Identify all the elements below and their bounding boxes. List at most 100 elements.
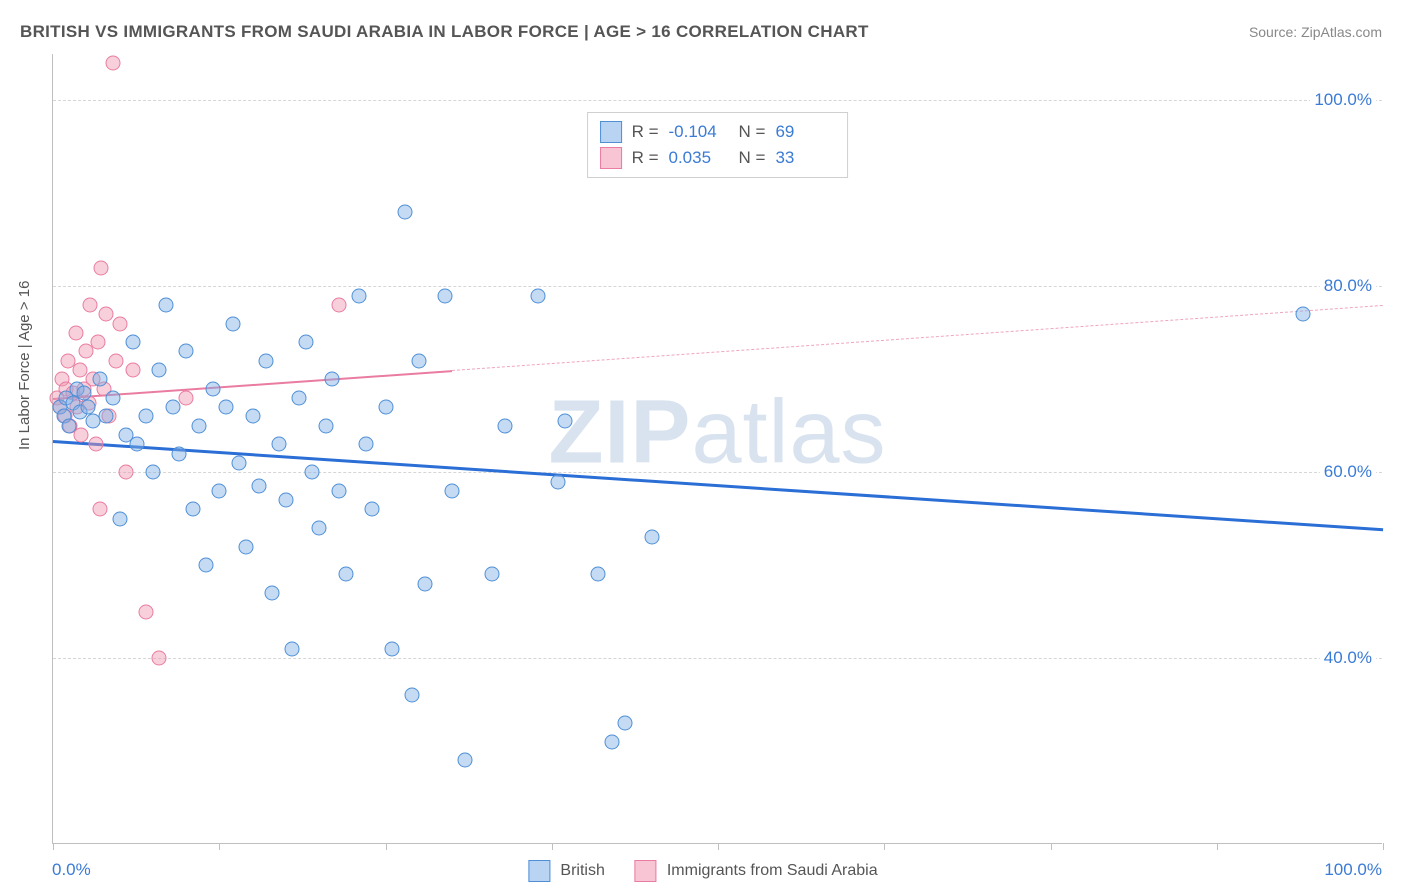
data-point <box>458 753 473 768</box>
x-tick <box>884 843 885 850</box>
data-point <box>125 335 140 350</box>
plot-area: ZIPatlas R = -0.104 N = 69 R = 0.035 N =… <box>52 54 1382 844</box>
data-point <box>265 586 280 601</box>
x-axis-end-label: 100.0% <box>1324 860 1382 880</box>
data-point <box>258 353 273 368</box>
gridline <box>53 658 1382 659</box>
r-value: 0.035 <box>669 145 729 171</box>
legend-label: Immigrants from Saudi Arabia <box>667 862 878 880</box>
data-point <box>331 483 346 498</box>
data-point <box>591 567 606 582</box>
x-axis-start-label: 0.0% <box>52 860 91 880</box>
source-label: Source: ZipAtlas.com <box>1249 24 1382 40</box>
data-point <box>129 437 144 452</box>
data-point <box>61 418 76 433</box>
data-point <box>125 363 140 378</box>
y-grid-label: 60.0% <box>1320 462 1376 482</box>
data-point <box>108 353 123 368</box>
legend-correlation: R = -0.104 N = 69 R = 0.035 N = 33 <box>587 112 849 178</box>
data-point <box>438 288 453 303</box>
data-point <box>558 414 573 429</box>
data-point <box>365 502 380 517</box>
x-tick <box>1217 843 1218 850</box>
x-tick <box>552 843 553 850</box>
gridline <box>53 100 1382 101</box>
data-point <box>305 465 320 480</box>
x-tick <box>386 843 387 850</box>
n-value: 33 <box>775 145 835 171</box>
data-point <box>378 400 393 415</box>
data-point <box>225 316 240 331</box>
data-point <box>484 567 499 582</box>
swatch-icon <box>635 860 657 882</box>
watermark-bold: ZIP <box>548 382 691 482</box>
x-tick <box>219 843 220 850</box>
swatch-icon <box>600 147 622 169</box>
data-point <box>185 502 200 517</box>
watermark-rest: atlas <box>691 382 886 482</box>
data-point <box>93 260 108 275</box>
data-point <box>285 641 300 656</box>
data-point <box>152 363 167 378</box>
data-point <box>92 372 107 387</box>
watermark: ZIPatlas <box>548 381 886 484</box>
legend-row: R = -0.104 N = 69 <box>600 119 836 145</box>
data-point <box>232 455 247 470</box>
data-point <box>331 297 346 312</box>
data-point <box>312 521 327 536</box>
trend-line <box>452 305 1383 371</box>
data-point <box>198 558 213 573</box>
data-point <box>165 400 180 415</box>
data-point <box>92 502 107 517</box>
legend-series: British Immigrants from Saudi Arabia <box>528 860 877 882</box>
swatch-icon <box>600 121 622 143</box>
data-point <box>179 344 194 359</box>
y-grid-label: 80.0% <box>1320 276 1376 296</box>
data-point <box>76 386 91 401</box>
swatch-icon <box>528 860 550 882</box>
data-point <box>99 307 114 322</box>
data-point <box>385 641 400 656</box>
data-point <box>325 372 340 387</box>
data-point <box>179 390 194 405</box>
data-point <box>398 205 413 220</box>
n-label: N = <box>739 145 766 171</box>
data-point <box>68 325 83 340</box>
data-point <box>418 576 433 591</box>
gridline <box>53 286 1382 287</box>
data-point <box>298 335 313 350</box>
data-point <box>105 390 120 405</box>
data-point <box>91 335 106 350</box>
data-point <box>617 716 632 731</box>
n-value: 69 <box>775 119 835 145</box>
x-tick <box>1051 843 1052 850</box>
data-point <box>172 446 187 461</box>
data-point <box>318 418 333 433</box>
r-label: R = <box>632 119 659 145</box>
data-point <box>152 651 167 666</box>
r-label: R = <box>632 145 659 171</box>
data-point <box>358 437 373 452</box>
r-value: -0.104 <box>669 119 729 145</box>
data-point <box>1296 307 1311 322</box>
data-point <box>252 479 267 494</box>
data-point <box>192 418 207 433</box>
data-point <box>278 493 293 508</box>
x-tick <box>1383 843 1384 850</box>
data-point <box>83 297 98 312</box>
n-label: N = <box>739 119 766 145</box>
data-point <box>531 288 546 303</box>
data-point <box>112 316 127 331</box>
data-point <box>644 530 659 545</box>
data-point <box>405 688 420 703</box>
data-point <box>73 428 88 443</box>
data-point <box>80 400 95 415</box>
data-point <box>139 409 154 424</box>
data-point <box>498 418 513 433</box>
data-point <box>139 604 154 619</box>
x-tick <box>718 843 719 850</box>
data-point <box>272 437 287 452</box>
data-point <box>351 288 366 303</box>
data-point <box>145 465 160 480</box>
gridline <box>53 472 1382 473</box>
